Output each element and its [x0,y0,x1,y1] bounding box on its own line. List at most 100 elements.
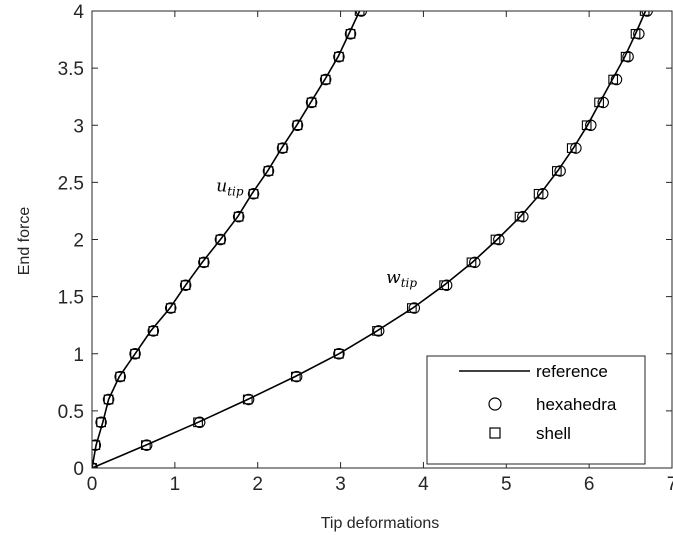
w-tip-base: w [386,268,401,288]
reference-curve-u-tip [92,11,361,468]
shell-point [115,371,126,382]
hexahedra-point [129,347,141,360]
shell-point [141,440,151,451]
shell-point [130,348,140,359]
shell-point [439,280,449,291]
hexahedra-point [319,73,332,86]
shell-point [594,97,604,108]
hexahedra-point [554,165,566,177]
shell-point [320,74,331,85]
y-tick-label: 3.5 [58,59,84,80]
hexahedra-point [95,416,107,429]
shell-point [248,188,259,199]
y-tick-label: 2.5 [58,173,84,194]
shell-point [306,97,317,108]
shell-point [92,440,101,451]
shell-point [354,11,365,16]
hexahedra-point [333,347,345,360]
hexahedra-point [585,119,597,132]
hexahedra-point [408,302,421,314]
hexahedra-point [305,96,318,109]
shell-point [581,120,592,131]
y-tick-label: 2 [73,231,84,252]
shell-point [406,303,417,313]
shell-point [466,257,477,268]
hexahedra-point [517,210,529,223]
x-tick-label: 5 [501,474,512,495]
shell-point [639,11,650,16]
hexahedra-point [247,188,260,200]
shell-point [215,234,226,245]
x-tick-label: 1 [170,474,181,495]
hexahedra-point [372,325,385,337]
hexahedra-point [114,370,126,383]
x-tick-label: 2 [252,474,263,495]
shell-point [630,28,641,39]
axis-ticks: 0 1 2 3 4 5 6 7 0 0.5 1 1.5 2 2.5 3 3.5 4 [58,2,673,495]
hexahedra-point [355,11,368,17]
hexahedra-point [597,96,609,109]
shell-point [551,166,562,176]
hexahedra-point [344,28,357,40]
hexahedra-point [469,256,481,269]
x-tick-label: 3 [335,474,346,495]
hexahedra-point [641,11,653,17]
shell-point [620,51,631,62]
hexahedra-point [291,119,304,132]
y-tick-label: 1.5 [58,288,84,309]
hexahedra-point [610,73,623,86]
series-group [92,11,653,468]
legend-hexahedra-label: hexahedra [536,395,617,414]
shell-point [277,143,288,153]
x-axis-label: Tip deformations [321,515,440,532]
legend: reference hexahedra shell [426,355,646,465]
legend-hexahedra-marker [488,397,502,411]
hexahedra-point [493,233,505,246]
shell-point [290,371,301,382]
hexahedra-point [193,416,206,429]
shell-point [199,257,209,268]
shell-point [233,211,244,222]
shell-point [608,74,619,85]
shell-point [490,234,501,245]
y-tick-label: 0.5 [58,402,84,423]
shell-point [334,51,344,62]
shell-point [96,417,106,428]
w-tip-annotation: wtip [386,268,417,290]
hexahedra-point [622,50,634,63]
w-tip-subscript: tip [401,276,418,290]
y-tick-label: 0 [73,459,84,480]
y-tick-label: 4 [73,2,84,23]
shell-point [148,326,159,336]
hexahedra-point [536,188,549,200]
shell-point [292,120,303,131]
shell-point [345,28,356,39]
shell-point [334,348,344,359]
shell-point [103,394,114,405]
legend-shell-marker [489,427,501,439]
reference-curve-w-tip [92,11,647,468]
y-tick-label: 3 [73,116,84,137]
hexahedra-point [333,50,345,63]
shell-point [514,211,525,222]
hexahedra-point [179,279,192,291]
x-tick-label: 0 [87,474,98,495]
shell-point [193,417,203,428]
hexahedra-point [232,210,245,223]
hexahedra-point [102,393,115,406]
shell-point [372,326,382,336]
legend-box [426,355,646,465]
shell-point [263,166,274,176]
shell-point [165,303,176,313]
hexahedra-point [92,439,102,451]
y-axis-label: End force [16,207,33,276]
shell-point [242,394,253,405]
hexahedra-point [147,325,160,337]
u-tip-subscript: tip [227,185,244,199]
x-tick-label: 7 [667,474,673,495]
plot-area [92,11,653,468]
hexahedra-point [440,279,453,291]
shell-point [566,143,577,153]
hexahedra-point [198,256,210,269]
